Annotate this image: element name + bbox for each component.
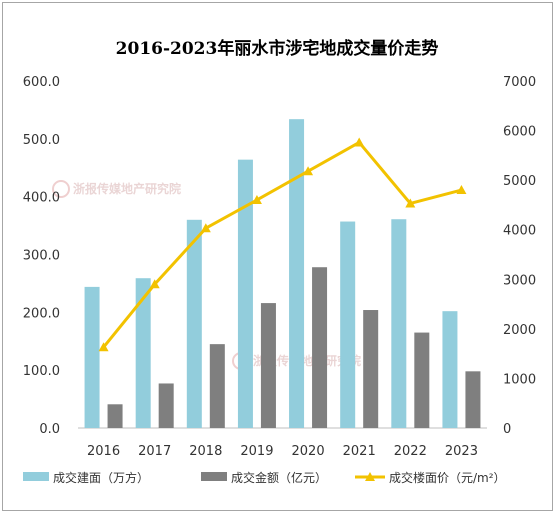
bar-area	[237, 159, 253, 429]
watermark-logo-icon	[52, 180, 70, 198]
price-point	[354, 137, 365, 147]
y2-tick-label: 0	[503, 422, 511, 437]
legend-label: 成交楼面价（元/m²）	[389, 470, 506, 485]
price-point	[251, 194, 262, 204]
bar-amount	[260, 303, 276, 428]
bar-area	[84, 286, 100, 428]
bar-amount	[158, 383, 174, 428]
watermark-text: 浙报传媒地产研究院	[73, 181, 181, 196]
bar-amount	[465, 371, 481, 428]
chart: 2016-2023年丽水市涉宅地成交量价走势 浙报传媒地产研究院浙报传媒地产研究…	[23, 38, 536, 485]
bar-amount	[107, 404, 123, 428]
y-tick-label: 500.0	[23, 133, 60, 148]
y2-tick-label: 5000	[503, 174, 536, 189]
bar-area	[289, 119, 305, 429]
bar-amount	[363, 310, 379, 428]
legend-swatch	[201, 472, 227, 481]
legend-label: 成交金额（亿元）	[231, 470, 327, 485]
watermark-text: 浙报传媒地产研究院	[253, 353, 361, 368]
legend-swatch	[23, 472, 49, 481]
y2-tick-label: 4000	[503, 224, 536, 239]
y-tick-label: 0.0	[39, 422, 60, 437]
x-tick-label: 2017	[138, 444, 171, 459]
legend-marker	[365, 472, 375, 481]
y2-tick-label: 1000	[503, 372, 536, 387]
bar-amount	[312, 267, 328, 428]
bars	[84, 119, 481, 429]
legend-label: 成交建面（万方）	[53, 470, 149, 485]
x-tick-label: 2022	[394, 444, 427, 459]
legend-item: 成交建面（万方）	[23, 470, 149, 485]
y-tick-label: 600.0	[23, 75, 60, 90]
bar-area	[340, 221, 356, 428]
price-point	[149, 279, 160, 289]
line-series	[98, 137, 467, 352]
bar-amount	[209, 344, 225, 428]
x-tick-label: 2023	[445, 444, 478, 459]
chart-title: 2016-2023年丽水市涉宅地成交量价走势	[116, 38, 439, 59]
x-tick-label: 2018	[189, 444, 222, 459]
y-tick-label: 300.0	[23, 249, 60, 264]
price-point	[200, 223, 211, 233]
y2-tick-label: 6000	[503, 125, 536, 140]
price-point	[303, 166, 314, 176]
legend-item: 成交楼面价（元/m²）	[355, 470, 506, 485]
chart-frame: 2016-2023年丽水市涉宅地成交量价走势 浙报传媒地产研究院 浙报传媒地产研究…	[2, 2, 553, 511]
bar-area	[391, 219, 407, 428]
y2-tick-label: 7000	[503, 75, 536, 90]
y-tick-label: 400.0	[23, 191, 60, 206]
price-point	[98, 342, 109, 352]
axes: 0.0 100.0 200.0 300.0 400.0 500.0 600.0 0 1000 20…	[23, 75, 536, 459]
legend: 成交建面（万方） 成交金额（亿元） 成交楼面价（元/m²）	[23, 470, 506, 485]
y-tick-label: 200.0	[23, 306, 60, 321]
x-tick-label: 2016	[87, 444, 120, 459]
bar-area	[442, 311, 458, 428]
price-point	[456, 185, 467, 195]
y2-tick-label: 2000	[503, 323, 536, 338]
y-tick-label: 100.0	[23, 364, 60, 379]
x-tick-label: 2019	[240, 444, 273, 459]
x-tick-label: 2021	[343, 444, 376, 459]
bar-area	[186, 219, 202, 428]
watermark: 浙报传媒地产研究院	[52, 180, 181, 198]
bar-area	[135, 278, 151, 428]
y2-tick-label: 3000	[503, 273, 536, 288]
legend-item: 成交金额（亿元）	[201, 470, 327, 485]
price-point	[405, 198, 416, 208]
price-line	[102, 140, 462, 349]
bar-amount	[414, 332, 430, 428]
x-tick-label: 2020	[292, 444, 325, 459]
